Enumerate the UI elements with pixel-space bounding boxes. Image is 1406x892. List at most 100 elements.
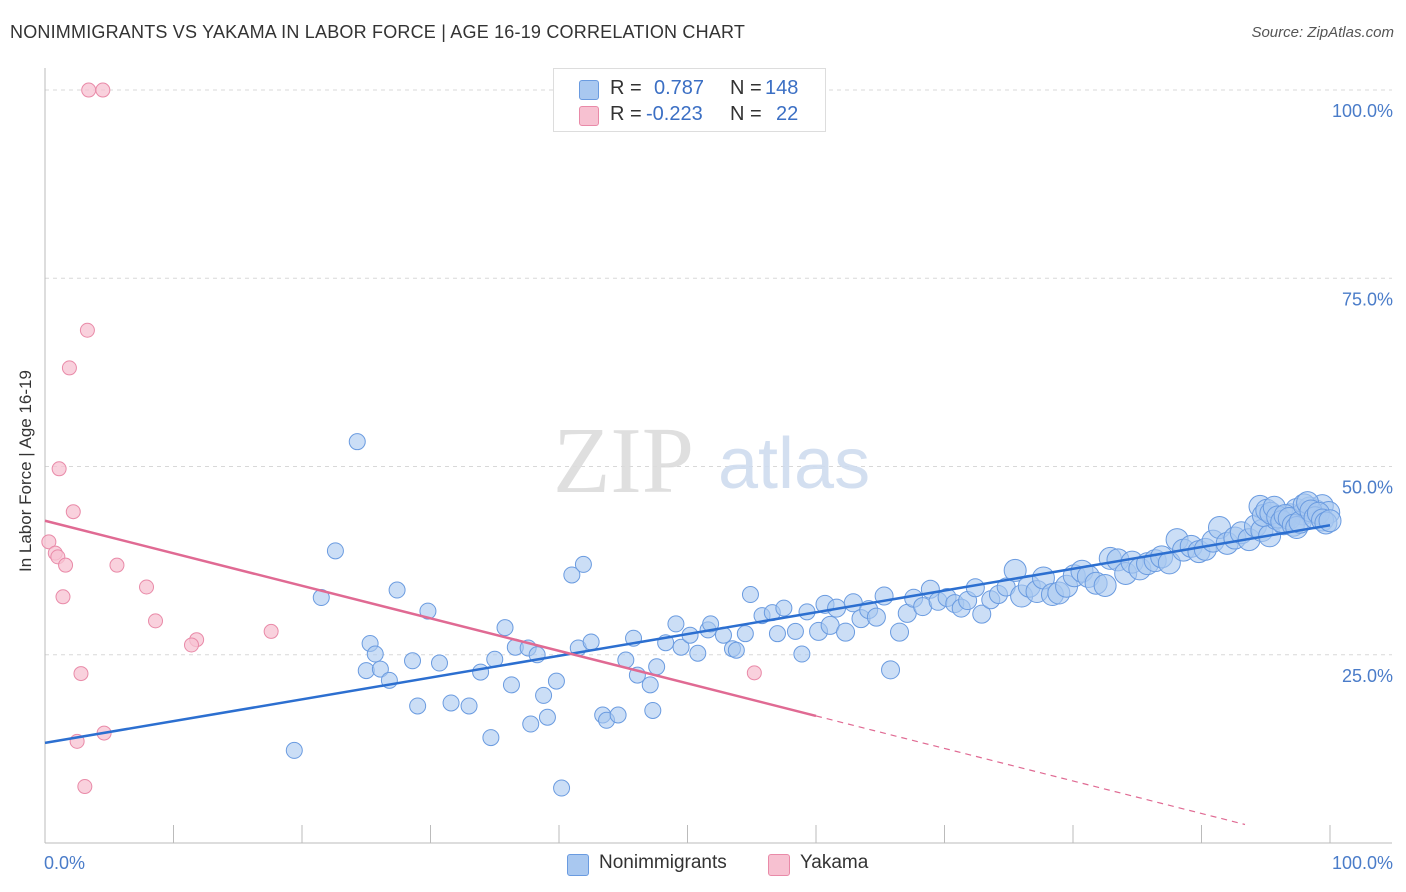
nonimmigrant-point (866, 607, 886, 627)
nonimmigrant-point (965, 578, 985, 598)
yakama-point (61, 360, 77, 376)
nonimmigrant-point (786, 622, 804, 640)
legend-swatch-pink (579, 106, 599, 126)
nonimmigrant-point (502, 676, 520, 694)
y-tick-label: 25.0% (1342, 666, 1393, 686)
axes (44, 68, 1392, 844)
chart-title: NONIMMIGRANTS VS YAKAMA IN LABOR FORCE |… (10, 22, 746, 42)
source-label: Source: ZipAtlas.com (1251, 24, 1394, 41)
nonimmigrant-point (496, 619, 514, 637)
nonimmigrant-point (736, 625, 754, 643)
x-tick-label: 0.0% (44, 853, 85, 873)
y-tick-label: 75.0% (1342, 289, 1393, 309)
x-tick-label: 100.0% (1332, 853, 1393, 873)
yakama-point (263, 623, 279, 639)
n-label: N = (730, 77, 762, 99)
yakama-trend-line (44, 519, 817, 718)
n-value: 22 (776, 103, 799, 125)
yakama-point (73, 666, 89, 682)
yakama-point (95, 82, 111, 98)
nonimmigrant-point (404, 652, 422, 670)
trend-lines (44, 519, 1331, 826)
r-value: 0.787 (654, 77, 705, 99)
tick-labels: 25.0% 50.0% 75.0% 100.0% 0.0% 100.0% (44, 101, 1393, 873)
nonimmigrant-point (768, 625, 786, 643)
nonimmigrant-point (460, 697, 478, 715)
series-legend: Nonimmigrants Yakama (567, 852, 967, 876)
watermark: ZIP atlas (553, 409, 870, 513)
nonimmigrant-point (348, 433, 366, 451)
yakama-point (183, 637, 199, 653)
legend-row-nonimmigrants: R = 0.787 N = 148 (554, 77, 825, 103)
legend-swatch-nonimmigrants (567, 854, 589, 876)
y-tick-label: 100.0% (1332, 101, 1393, 121)
legend-label-yakama: Yakama (800, 852, 869, 873)
nonimmigrant-point (644, 701, 662, 719)
nonimmigrant-point (609, 706, 627, 724)
nonimmigrant-point (1318, 509, 1342, 533)
nonimmigrant-point (672, 638, 690, 656)
nonimmigrant-point (727, 641, 745, 659)
legend-label-nonimmigrants: Nonimmigrants (599, 852, 727, 873)
nonimmigrant-point (442, 694, 460, 712)
y-tick-label: 50.0% (1342, 478, 1393, 498)
n-label: N = (730, 103, 762, 125)
nonimmigrant-point (326, 542, 344, 560)
yakama-point (77, 779, 93, 795)
yakama-point (58, 557, 74, 573)
nonimmigrant-point (522, 715, 540, 733)
yakama-point (79, 322, 95, 338)
nonimmigrant-point (641, 676, 659, 694)
nonimmigrant-point (535, 686, 553, 704)
yakama-point (81, 82, 97, 98)
nonimmigrant-point (836, 622, 856, 642)
nonimmigrant-point (667, 615, 685, 633)
yakama-point (746, 665, 762, 681)
nonimmigrant-point (582, 633, 600, 651)
yakama-point (109, 557, 125, 573)
nonimmigrant-point (648, 658, 666, 676)
r-label: R = (610, 77, 642, 99)
nonimmigrant-point (689, 644, 707, 662)
nonimmigrant-point (366, 645, 384, 663)
yakama-point (51, 461, 67, 477)
nonimmigrant-point (430, 654, 448, 672)
nonimmigrant-point (563, 566, 581, 584)
n-value: 148 (765, 77, 799, 99)
nonimmigrant-point (702, 615, 720, 633)
yakama-point (139, 579, 155, 595)
nonimmigrant-point (793, 645, 811, 663)
nonimmigrant-point (1093, 573, 1117, 597)
nonimmigrant-point (419, 602, 437, 620)
yakama-trend-extension (815, 715, 1246, 826)
nonimmigrant-point (538, 708, 556, 726)
r-label: R = (610, 103, 642, 125)
nonimmigrant-point (881, 660, 901, 680)
nonimmigrant-point (574, 555, 592, 573)
legend-swatch-yakama (768, 854, 790, 876)
nonimmigrant-point (741, 586, 759, 604)
yakama-point (148, 613, 164, 629)
watermark-zip: ZIP (553, 409, 694, 513)
stats-legend: R = 0.787 N = 148 R = -0.223 N = 22 (553, 68, 826, 132)
nonimmigrant-point (547, 672, 565, 690)
nonimmigrant-point (371, 660, 389, 678)
nonimmigrant-point (890, 622, 910, 642)
yakama-point (55, 589, 71, 605)
nonimmigrant-point (972, 604, 992, 624)
r-value: -0.223 (646, 103, 703, 125)
nonimmigrant-point (285, 741, 303, 759)
nonimmigrant-point (472, 663, 490, 681)
legend-row-yakama: R = -0.223 N = 22 (554, 103, 825, 129)
nonimmigrant-point (775, 599, 793, 617)
yakama-point (65, 504, 81, 520)
nonimmigrant-point (1003, 558, 1027, 582)
nonimmigrant-point (553, 779, 571, 797)
nonimmigrant-point (357, 662, 375, 680)
grid-lines (45, 89, 1392, 656)
nonimmigrant-point (388, 581, 406, 599)
legend-swatch-blue (579, 80, 599, 100)
nonimmigrant-point (409, 697, 427, 715)
watermark-atlas: atlas (718, 424, 870, 504)
